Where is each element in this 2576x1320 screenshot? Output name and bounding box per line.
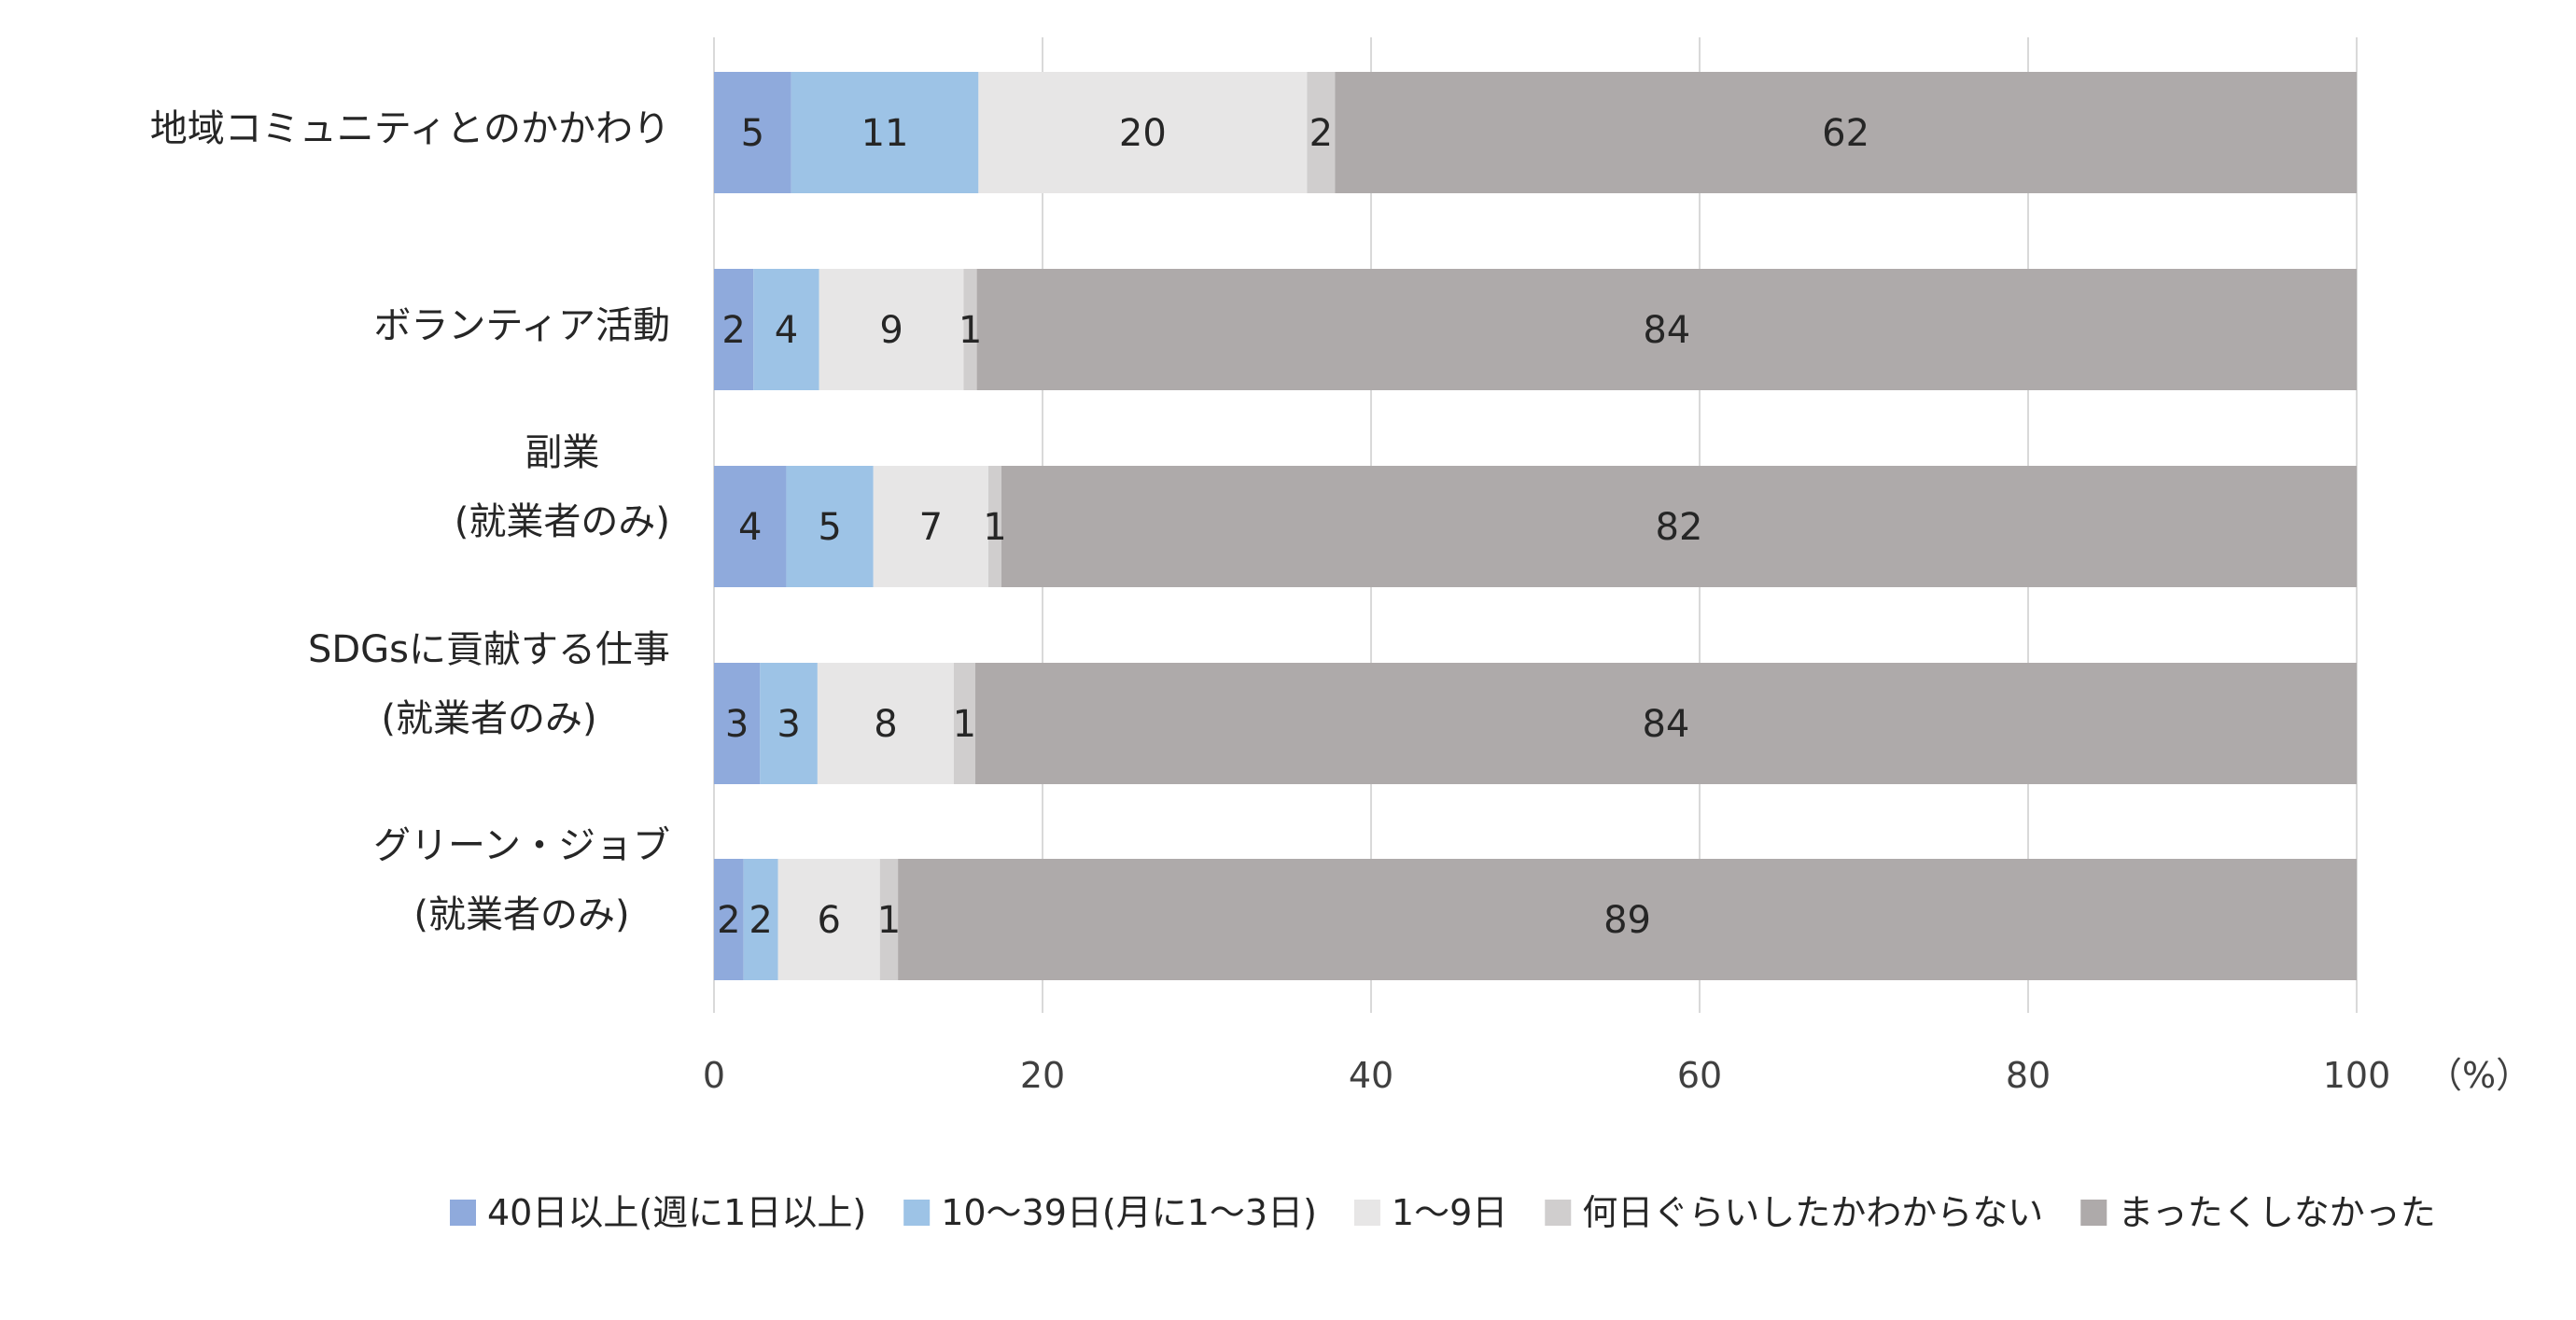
- category-label: グリーン・ジョブ: [373, 824, 670, 867]
- legend-label: 1～9日: [1392, 1192, 1507, 1233]
- bar-segment: [786, 466, 874, 587]
- bar-segment: [777, 859, 880, 980]
- legend-swatch: [903, 1200, 931, 1226]
- x-tick-label: 80: [2006, 1055, 2051, 1096]
- x-tick-label: 100: [2323, 1055, 2391, 1096]
- bar-segment: [974, 663, 2357, 784]
- bar-segment: [879, 859, 899, 980]
- data-label: 4: [738, 506, 762, 549]
- bar-segment: [976, 269, 2357, 390]
- legend-label: 40日以上(週に1日以上): [487, 1192, 866, 1233]
- x-tick-label: 0: [703, 1055, 725, 1096]
- data-label: 4: [775, 309, 798, 352]
- data-label: 1: [953, 703, 976, 746]
- data-label: 82: [1656, 506, 1703, 549]
- bar-segment: [743, 859, 778, 980]
- unit-label: （%）: [2427, 1055, 2531, 1096]
- legend-label: 10～39日(月に1～3日): [941, 1192, 1317, 1233]
- data-label: 1: [959, 309, 982, 352]
- x-axis: 0 20 40 60 80 100 （%）: [703, 1055, 2531, 1096]
- data-label: 3: [725, 703, 749, 746]
- bar-segment: [1335, 72, 2357, 193]
- data-label: 8: [874, 703, 897, 746]
- x-tick-label: 60: [1677, 1055, 1722, 1096]
- bar-segment: [1001, 466, 2357, 587]
- bar-segment: [753, 269, 819, 390]
- data-label: 9: [879, 309, 903, 352]
- category-label: (就業者のみ): [413, 893, 629, 936]
- legend-swatch: [1545, 1200, 1572, 1226]
- category-label: (就業者のみ): [455, 500, 670, 543]
- legend-label: 何日ぐらいしたかわからない: [1582, 1192, 2043, 1233]
- bar-segment: [714, 663, 761, 784]
- category-label: 地域コミュニティとのかかわり: [150, 107, 670, 150]
- bar-segment: [760, 663, 818, 784]
- bar-segment: [978, 72, 1308, 193]
- bar-segment: [1307, 72, 1336, 193]
- x-tick-label: 40: [1349, 1055, 1393, 1096]
- data-label: 11: [861, 112, 909, 155]
- data-label: 5: [818, 506, 841, 549]
- bar-segment: [791, 72, 979, 193]
- data-label: 2: [1309, 112, 1333, 155]
- data-label: 2: [721, 309, 745, 352]
- legend-swatch: [1353, 1200, 1380, 1226]
- data-label: 7: [919, 506, 943, 549]
- bar-segment: [873, 466, 988, 587]
- bar-segment: [953, 663, 975, 784]
- bar-segment: [714, 72, 791, 193]
- category-label: 副業: [525, 431, 599, 474]
- legend: 40日以上(週に1日以上) 10～39日(月に1～3日) 1～9日 何日ぐらいしたかわ…: [450, 1192, 2436, 1233]
- x-tick-label: 20: [1020, 1055, 1065, 1096]
- bar-segment: [963, 269, 977, 390]
- data-label: 89: [1603, 899, 1651, 942]
- data-label: 84: [1643, 309, 1690, 352]
- legend-swatch: [2080, 1200, 2107, 1226]
- data-label: 62: [1822, 112, 1869, 155]
- data-label: 1: [877, 899, 901, 942]
- bar-segment: [714, 269, 754, 390]
- data-label: 2: [717, 899, 740, 942]
- bar-segment: [714, 466, 787, 587]
- bar-segment: [987, 466, 1001, 587]
- category-label: (就業者のみ): [381, 697, 596, 740]
- bar-segment: [898, 859, 2357, 980]
- data-label: 3: [777, 703, 800, 746]
- data-label: 6: [817, 899, 840, 942]
- data-label: 1: [983, 506, 1006, 549]
- data-label: 2: [749, 899, 772, 942]
- bar-segment: [817, 663, 954, 784]
- data-labels: 5 11 20 2 622 4 9 1 844 5 7 1 823 3 8 1 842 2 6 1 89: [717, 112, 1869, 942]
- data-label: 5: [741, 112, 764, 155]
- legend-swatch: [450, 1200, 476, 1226]
- data-label: 20: [1119, 112, 1167, 155]
- bar-segment: [714, 859, 744, 980]
- legend-label: まったくしなかった: [2118, 1192, 2435, 1233]
- bars: [714, 72, 2357, 980]
- data-label: 84: [1642, 703, 1689, 746]
- bar-segment: [819, 269, 964, 390]
- category-label: SDGsに貢献する仕事: [308, 628, 670, 671]
- category-label: ボランティア活動: [373, 304, 670, 347]
